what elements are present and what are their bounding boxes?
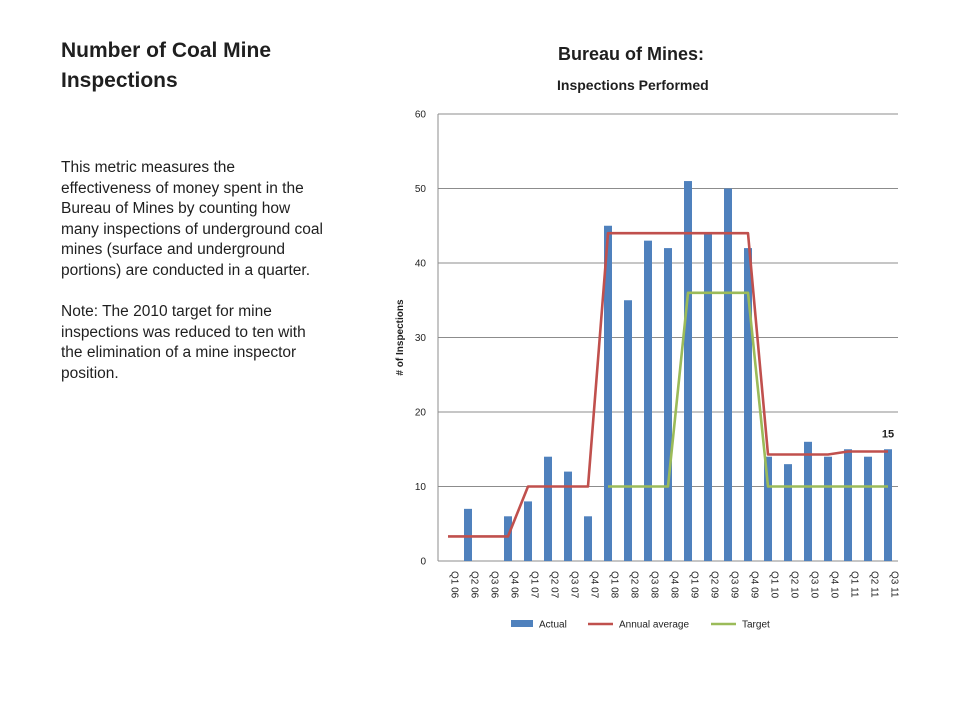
x-tick-label: Q1 07 bbox=[529, 571, 540, 599]
x-tick-label: Q3 07 bbox=[569, 571, 580, 599]
legend-label-target: Target bbox=[742, 620, 770, 631]
bar-q3-11 bbox=[884, 449, 892, 561]
x-tick-label: Q3 09 bbox=[729, 571, 740, 599]
bar-q2-10 bbox=[784, 464, 792, 561]
y-tick-label: 20 bbox=[415, 408, 427, 419]
x-tick-label: Q3 06 bbox=[489, 571, 500, 599]
y-tick-label: 10 bbox=[415, 482, 427, 493]
bar-q2-07 bbox=[544, 456, 552, 561]
x-tick-label: Q3 10 bbox=[809, 571, 820, 599]
legend-label-annual-average: Annual average bbox=[619, 620, 689, 631]
line-annual-average bbox=[448, 231, 888, 538]
x-tick-label: Q1 06 bbox=[449, 571, 460, 599]
bar-q4-07 bbox=[584, 516, 592, 561]
y-tick-label: 60 bbox=[415, 110, 427, 121]
y-tick-label: 0 bbox=[420, 557, 426, 568]
bar-q3-09 bbox=[724, 188, 732, 561]
x-tick-label: Q3 11 bbox=[889, 571, 900, 598]
y-tick-label: 40 bbox=[415, 259, 427, 270]
bar-q2-11 bbox=[864, 456, 872, 561]
x-tick-label: Q1 08 bbox=[609, 571, 620, 599]
bar-q2-08 bbox=[624, 300, 632, 561]
bar-q1-08 bbox=[604, 225, 612, 561]
page-title: Number of Coal Mine Inspections bbox=[61, 39, 272, 92]
x-tick-label: Q2 10 bbox=[789, 571, 800, 599]
x-tick-label: Q1 10 bbox=[769, 571, 780, 599]
x-tick-label: Q4 09 bbox=[749, 571, 760, 599]
bar-q4-09 bbox=[744, 248, 752, 561]
bar-q4-10 bbox=[824, 456, 832, 561]
x-tick-label: Q4 10 bbox=[829, 571, 840, 599]
bar-q1-11 bbox=[844, 449, 852, 561]
bar-q3-10 bbox=[804, 441, 812, 561]
legend-label-actual: Actual bbox=[539, 620, 567, 631]
x-tick-label: Q4 08 bbox=[669, 571, 680, 599]
description-paragraph-1: This metric measures the effectiveness o… bbox=[61, 159, 323, 279]
line-target bbox=[608, 291, 888, 488]
y-tick-label: 30 bbox=[415, 333, 427, 344]
y-tick-label: 50 bbox=[415, 184, 427, 195]
x-tick-label: Q2 09 bbox=[709, 571, 720, 599]
chart-title: Bureau of Mines: bbox=[558, 44, 705, 64]
bar-q2-09 bbox=[704, 233, 712, 561]
x-tick-label: Q4 07 bbox=[589, 571, 600, 599]
data-label: 15 bbox=[882, 428, 894, 440]
bar-q1-09 bbox=[684, 181, 692, 562]
bar-q1-07 bbox=[524, 501, 532, 561]
x-tick-label: Q2 08 bbox=[629, 571, 640, 599]
chart-subtitle: Inspections Performed bbox=[557, 77, 709, 93]
x-tick-label: Q1 11 bbox=[849, 571, 860, 598]
description: This metric measures the effectiveness o… bbox=[61, 158, 323, 405]
x-tick-label: Q4 06 bbox=[509, 571, 520, 599]
legend-swatch-actual bbox=[511, 620, 533, 627]
x-tick-label: Q1 09 bbox=[689, 571, 700, 599]
description-paragraph-2: Note: The 2010 target for mine inspectio… bbox=[61, 303, 306, 382]
bar-q3-08 bbox=[644, 240, 652, 561]
bar-q4-08 bbox=[664, 248, 672, 561]
x-tick-label: Q2 11 bbox=[869, 571, 880, 598]
bar-q4-06 bbox=[504, 516, 512, 561]
bar-q2-06 bbox=[464, 508, 472, 561]
x-tick-label: Q2 07 bbox=[549, 571, 560, 599]
x-tick-label: Q3 08 bbox=[649, 571, 660, 599]
bar-q1-10 bbox=[764, 456, 772, 561]
bar-q3-07 bbox=[564, 471, 572, 561]
x-tick-label: Q2 06 bbox=[469, 571, 480, 599]
y-axis-label: # of Inspections bbox=[395, 299, 406, 376]
